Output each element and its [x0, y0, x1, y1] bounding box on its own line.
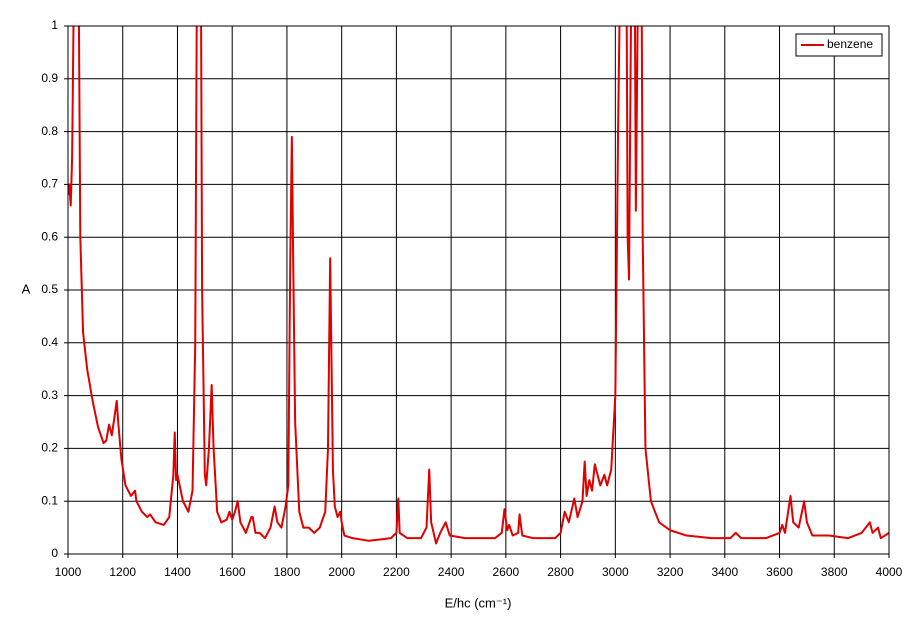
x-tick-label: 3200	[657, 565, 684, 579]
series-line	[68, 26, 889, 545]
legend-label: benzene	[827, 37, 873, 51]
y-axis-title: A	[22, 281, 31, 296]
x-tick-label: 2000	[328, 565, 355, 579]
plot-border	[67, 25, 890, 555]
y-tick-label: 0.1	[41, 493, 58, 507]
legend-box	[795, 33, 883, 57]
y-tick-label: 0.3	[41, 388, 58, 402]
y-tick-label: 0.4	[41, 335, 58, 349]
x-tick-label: 2800	[547, 565, 574, 579]
x-tick-label: 3800	[821, 565, 848, 579]
x-tick-label: 1000	[55, 565, 82, 579]
y-tick-label: 0.2	[41, 441, 58, 455]
x-tick-label: 3000	[602, 565, 629, 579]
y-tick-label: 0.6	[41, 229, 58, 243]
x-tick-label: 4000	[876, 565, 903, 579]
x-tick-label: 2400	[438, 565, 465, 579]
grid	[64, 25, 890, 558]
legend: benzene	[795, 33, 883, 57]
x-tick-label: 1400	[164, 565, 191, 579]
x-tick-label: 3400	[711, 565, 738, 579]
x-tick-label: 1600	[219, 565, 246, 579]
y-tick-label: 1	[51, 18, 58, 32]
x-axis-title: E/hc (cm⁻¹)	[445, 595, 512, 610]
series-group	[68, 26, 889, 545]
y-tick-label: 0.7	[41, 177, 58, 191]
y-tick-label: 0	[51, 546, 58, 560]
labels: 1000 1200 1400 1600 1800 2000 2200 2400 2600 2800…	[41, 18, 902, 579]
x-tick-label: 2200	[383, 565, 410, 579]
y-tick-label: 0.5	[41, 282, 58, 296]
x-tick-label: 2600	[493, 565, 520, 579]
x-tick-label: 3600	[766, 565, 793, 579]
x-tick-label: 1800	[274, 565, 301, 579]
y-tick-label: 0.9	[41, 71, 58, 85]
y-tick-label: 0.8	[41, 124, 58, 138]
x-tick-label: 1200	[109, 565, 136, 579]
